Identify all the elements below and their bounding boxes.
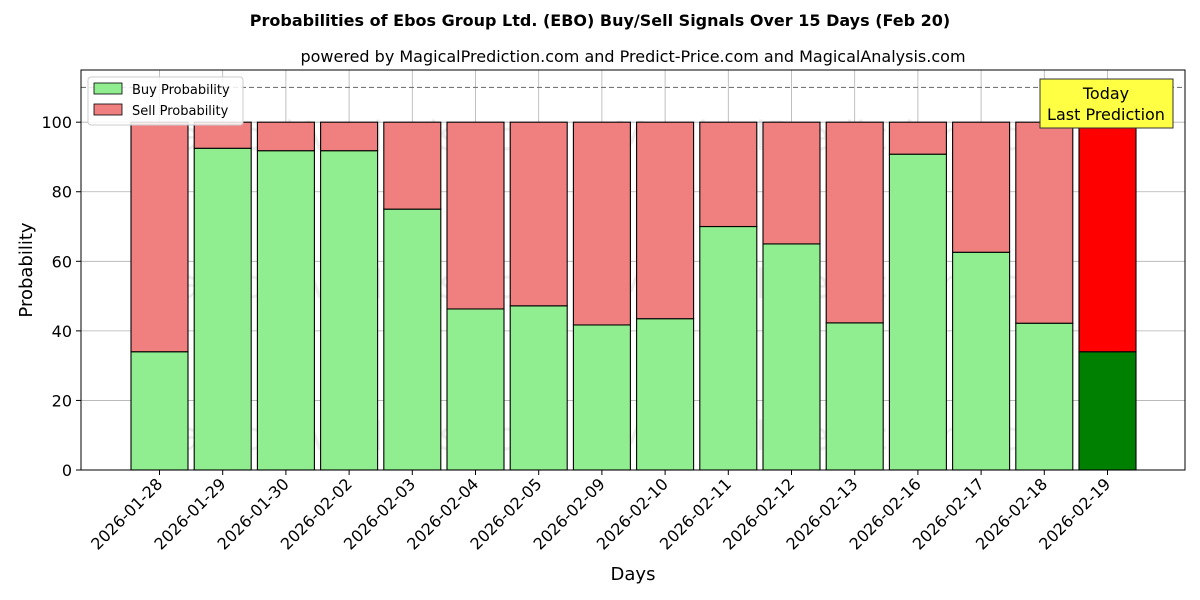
sell-bar: [320, 121, 379, 152]
y-tick-label: 40: [52, 322, 72, 341]
sell-bar: [636, 121, 695, 320]
x-axis-label: Days: [611, 564, 656, 585]
buy-bar: [636, 318, 695, 471]
legend-label-sell: Sell Probability: [132, 104, 229, 119]
y-tick-label: 60: [52, 252, 72, 271]
buy-bar: [256, 150, 315, 471]
buy-bar: [699, 225, 758, 471]
chart-subtitle: powered by MagicalPrediction.com and Pre…: [300, 47, 965, 66]
buy-bar: [762, 243, 821, 471]
y-tick-label: 80: [52, 183, 72, 202]
buy-bar: [572, 324, 631, 471]
sell-bar: [699, 121, 758, 228]
buy-bar: [1078, 351, 1137, 471]
annotation-line-1: Today: [1082, 84, 1129, 103]
sell-bar: [762, 121, 821, 245]
x-ticks: 2026-01-282026-01-292026-01-302026-02-02…: [87, 470, 1114, 554]
legend-box: [87, 76, 244, 126]
sell-bar: [130, 121, 189, 353]
y-tick-label: 0: [62, 461, 72, 480]
legend: Buy Probability Sell Probability: [87, 76, 244, 126]
buy-bar: [446, 308, 505, 471]
buy-bar: [320, 150, 379, 471]
buy-bar: [383, 208, 442, 471]
buy-bar: [952, 251, 1011, 471]
sell-bar: [1078, 121, 1137, 353]
buy-bar: [888, 153, 947, 471]
sell-bar: [825, 121, 884, 324]
plot-frame: [80, 69, 1186, 471]
sell-bar: [888, 121, 947, 155]
legend-label-buy: Buy Probability: [132, 83, 230, 98]
sell-bar: [383, 121, 442, 210]
y-axis-label: Probability: [16, 222, 37, 317]
sell-bar: [572, 121, 631, 326]
bars-layer: [130, 121, 1137, 471]
sell-bar: [193, 121, 252, 149]
y-ticks: 0 20 40 60 80 100: [41, 113, 81, 480]
legend-swatch-buy: [93, 82, 123, 95]
y-tick-label: 20: [52, 391, 72, 410]
y-tick-label: 100: [41, 113, 72, 132]
sell-bar: [1015, 121, 1074, 324]
buy-bar: [130, 351, 189, 471]
today-annotation: Today Last Prediction: [1039, 78, 1174, 129]
legend-swatch-sell: [93, 103, 123, 116]
annotation-box: [1039, 78, 1174, 129]
sell-bar: [509, 121, 568, 307]
buy-bar: [825, 322, 884, 471]
sell-bar: [446, 121, 505, 310]
sell-bar: [952, 121, 1011, 253]
sell-bar: [256, 121, 315, 152]
buy-bar: [193, 147, 252, 471]
chart-title: Probabilities of Ebos Group Ltd. (EBO) B…: [250, 11, 950, 30]
buy-bar: [1015, 322, 1074, 471]
annotation-line-2: Last Prediction: [1047, 105, 1165, 124]
buy-bar: [509, 305, 568, 471]
